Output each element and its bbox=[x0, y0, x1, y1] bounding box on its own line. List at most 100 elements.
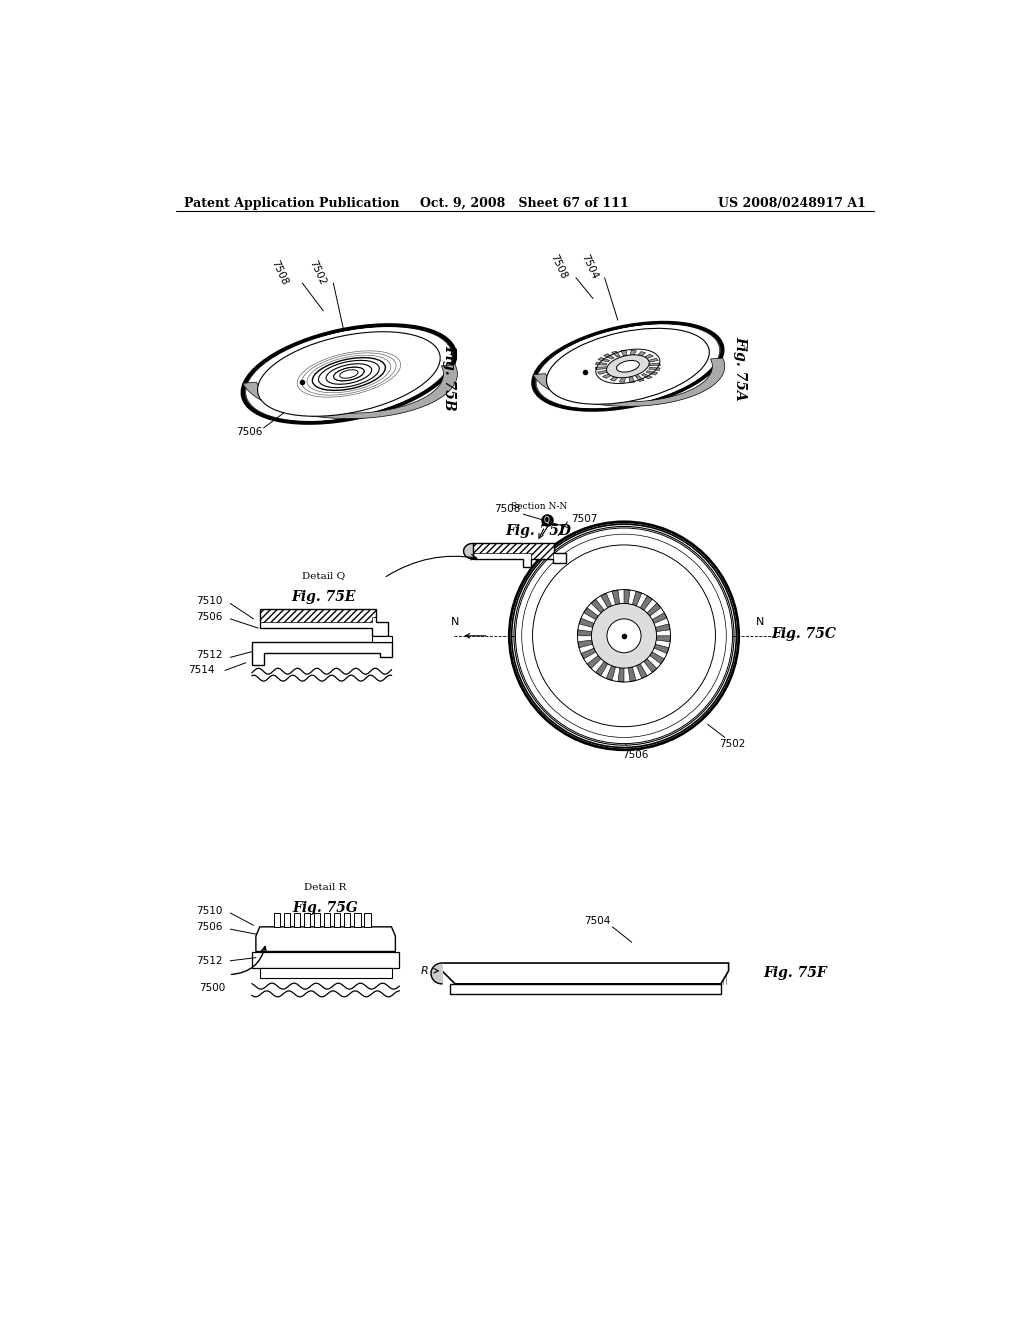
Polygon shape bbox=[581, 648, 596, 659]
Polygon shape bbox=[637, 664, 647, 678]
Text: 7514: 7514 bbox=[188, 665, 215, 676]
Polygon shape bbox=[642, 354, 653, 359]
Polygon shape bbox=[630, 350, 636, 356]
Text: Fig. 75D: Fig. 75D bbox=[506, 524, 571, 539]
Text: 7504: 7504 bbox=[579, 252, 599, 280]
Bar bbox=[294, 913, 300, 927]
Bar bbox=[273, 913, 280, 927]
Polygon shape bbox=[595, 367, 606, 370]
Text: 7510: 7510 bbox=[197, 907, 222, 916]
Text: 7506: 7506 bbox=[623, 750, 649, 760]
Text: 7502: 7502 bbox=[719, 739, 745, 748]
Polygon shape bbox=[654, 644, 669, 653]
Text: Q: Q bbox=[544, 516, 550, 525]
Polygon shape bbox=[652, 612, 667, 623]
Text: 7508: 7508 bbox=[495, 504, 521, 513]
Text: 7506: 7506 bbox=[197, 921, 222, 932]
Polygon shape bbox=[647, 358, 658, 363]
Text: 7506: 7506 bbox=[237, 426, 263, 437]
Text: US 2008/0248917 A1: US 2008/0248917 A1 bbox=[718, 197, 866, 210]
Text: Fig. 75C: Fig. 75C bbox=[771, 627, 837, 642]
Text: Fig. 75E: Fig. 75E bbox=[291, 590, 355, 603]
Polygon shape bbox=[597, 370, 609, 375]
Text: Patent Application Publication: Patent Application Publication bbox=[183, 197, 399, 210]
Bar bbox=[344, 913, 350, 927]
Polygon shape bbox=[587, 656, 601, 668]
Polygon shape bbox=[252, 642, 391, 665]
Bar bbox=[334, 913, 340, 927]
Ellipse shape bbox=[606, 355, 649, 378]
Text: N: N bbox=[756, 616, 764, 627]
Polygon shape bbox=[646, 371, 657, 375]
Polygon shape bbox=[602, 374, 613, 379]
Polygon shape bbox=[372, 636, 391, 642]
Polygon shape bbox=[637, 351, 645, 358]
Bar bbox=[304, 913, 310, 927]
Polygon shape bbox=[450, 983, 721, 994]
Ellipse shape bbox=[521, 535, 726, 738]
Polygon shape bbox=[636, 376, 644, 381]
Polygon shape bbox=[596, 661, 607, 676]
Text: Fig. 75A: Fig. 75A bbox=[733, 335, 748, 400]
Text: N: N bbox=[451, 616, 459, 627]
Ellipse shape bbox=[532, 545, 716, 726]
Bar bbox=[354, 913, 360, 927]
Polygon shape bbox=[629, 667, 636, 681]
Text: 7508: 7508 bbox=[269, 259, 289, 286]
Polygon shape bbox=[649, 363, 660, 366]
Polygon shape bbox=[252, 952, 399, 969]
Polygon shape bbox=[655, 624, 670, 631]
Polygon shape bbox=[431, 964, 442, 983]
Polygon shape bbox=[617, 668, 624, 682]
Ellipse shape bbox=[607, 619, 641, 653]
Polygon shape bbox=[598, 358, 609, 362]
Polygon shape bbox=[580, 618, 594, 627]
Bar bbox=[324, 913, 331, 927]
Bar bbox=[314, 913, 321, 927]
Polygon shape bbox=[620, 376, 626, 383]
Text: 7512: 7512 bbox=[196, 956, 222, 966]
Text: 7512: 7512 bbox=[196, 649, 222, 660]
Polygon shape bbox=[260, 609, 388, 636]
Polygon shape bbox=[243, 364, 458, 418]
Polygon shape bbox=[256, 927, 395, 952]
Polygon shape bbox=[596, 362, 607, 366]
Text: 7504: 7504 bbox=[584, 916, 610, 925]
Polygon shape bbox=[644, 659, 656, 672]
Text: Fig. 75F: Fig. 75F bbox=[764, 966, 827, 979]
Ellipse shape bbox=[547, 329, 710, 404]
Polygon shape bbox=[584, 607, 598, 619]
Polygon shape bbox=[473, 544, 566, 566]
Polygon shape bbox=[606, 665, 615, 680]
Text: Fig. 75B: Fig. 75B bbox=[442, 345, 457, 411]
Text: 7502: 7502 bbox=[308, 259, 328, 286]
Polygon shape bbox=[610, 375, 620, 381]
Text: 7508: 7508 bbox=[548, 252, 568, 280]
Bar bbox=[284, 913, 290, 927]
Polygon shape bbox=[260, 969, 391, 978]
Polygon shape bbox=[611, 351, 621, 356]
Polygon shape bbox=[534, 358, 725, 407]
Text: 7510: 7510 bbox=[197, 597, 222, 606]
Text: Oct. 9, 2008   Sheet 67 of 111: Oct. 9, 2008 Sheet 67 of 111 bbox=[421, 197, 629, 210]
Polygon shape bbox=[641, 374, 652, 379]
Polygon shape bbox=[633, 591, 642, 606]
Text: 7506: 7506 bbox=[197, 611, 222, 622]
Text: 7507: 7507 bbox=[571, 513, 598, 524]
Ellipse shape bbox=[515, 528, 732, 743]
Text: 7500: 7500 bbox=[199, 983, 225, 994]
Polygon shape bbox=[622, 350, 627, 356]
Polygon shape bbox=[578, 640, 593, 648]
Polygon shape bbox=[624, 590, 630, 603]
Text: Detail Q: Detail Q bbox=[302, 572, 345, 581]
Polygon shape bbox=[591, 599, 604, 612]
Ellipse shape bbox=[340, 370, 358, 379]
Polygon shape bbox=[464, 544, 473, 558]
Ellipse shape bbox=[616, 360, 639, 372]
Polygon shape bbox=[649, 367, 660, 371]
Polygon shape bbox=[650, 652, 665, 664]
Text: R: R bbox=[421, 966, 429, 975]
Polygon shape bbox=[604, 354, 614, 359]
Ellipse shape bbox=[334, 367, 365, 381]
Polygon shape bbox=[640, 595, 652, 610]
